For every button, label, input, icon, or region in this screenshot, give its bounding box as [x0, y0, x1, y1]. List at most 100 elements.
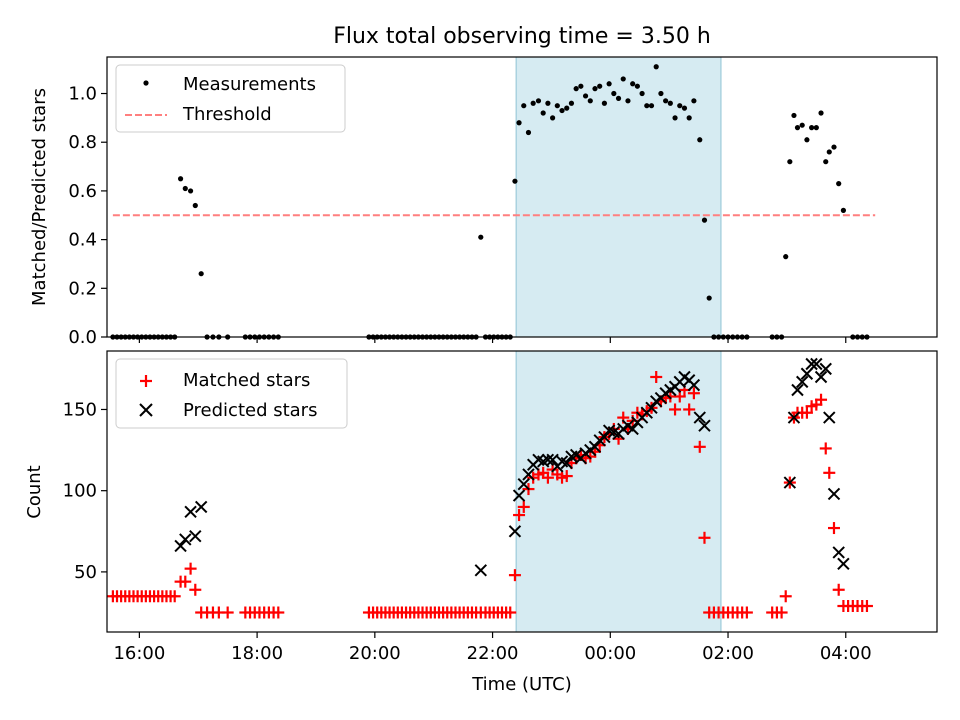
measurement-point	[840, 207, 847, 213]
measurement-point	[787, 159, 793, 165]
legend-measurements-label: Measurements	[183, 74, 316, 95]
x-tick-label: 16:00	[113, 643, 165, 664]
measurement-point	[182, 185, 188, 192]
matched-star-point	[687, 387, 700, 400]
measurement-point	[836, 181, 842, 187]
predicted-star-point	[805, 357, 818, 371]
x-tick-label: 20:00	[349, 643, 401, 664]
measurement-point	[606, 81, 612, 87]
measurement-point	[625, 98, 631, 104]
predicted-star-point	[588, 440, 602, 454]
predicted-star-point	[474, 564, 488, 577]
measurement-point	[644, 103, 650, 109]
matched-star-point	[819, 442, 832, 455]
measurement-point	[791, 112, 797, 119]
predicted-star-point	[823, 411, 836, 424]
top-panel: 0.0 0.2 0.4 0.6 0.8 1.0 Matched/Predicted sta…	[29, 56, 938, 348]
matched-star-point	[693, 440, 706, 453]
matched-star-point	[517, 500, 530, 513]
measurement-point	[187, 188, 194, 194]
measurement-point	[639, 90, 645, 97]
matched-star-point	[168, 590, 181, 603]
measurement-point	[525, 129, 532, 136]
matched-stars-series	[106, 370, 873, 619]
measurement-point	[530, 100, 536, 106]
predicted-star-point	[810, 357, 823, 371]
measurement-point	[813, 125, 819, 131]
measurement-point	[648, 103, 655, 109]
y-tick-label: 0.2	[68, 278, 97, 299]
measurement-point	[177, 176, 184, 182]
matched-star-point	[504, 606, 517, 619]
measurement-point	[818, 110, 824, 116]
legend-measurements-marker	[143, 80, 149, 86]
top-y-axis: 0.0 0.2 0.4 0.6 0.8 1.0	[68, 84, 107, 348]
matched-star-point	[800, 406, 813, 419]
predicted-star-point	[189, 529, 202, 543]
measurement-point	[653, 64, 659, 70]
measurement-point	[677, 103, 683, 109]
predicted-star-point	[814, 370, 828, 384]
measurement-point	[691, 98, 697, 104]
measurements-series	[110, 64, 870, 340]
matched-star-point	[740, 606, 753, 619]
measurement-point	[568, 100, 575, 106]
bottom-x-axis: 16:00 18:00 20:00 22:00 00:00 02:00 04:00	[113, 632, 872, 664]
measurement-point	[512, 178, 518, 184]
predicted-star-point	[546, 453, 559, 467]
predicted-star-point	[795, 375, 809, 389]
bottom-highlight-span	[515, 350, 722, 633]
predicted-star-point	[174, 539, 187, 553]
measurement-point	[783, 254, 789, 260]
measurement-point	[559, 107, 565, 114]
measurement-point	[601, 100, 608, 106]
measurement-point	[192, 202, 198, 209]
matched-star-point	[221, 606, 234, 619]
predicted-star-point	[832, 546, 845, 559]
measurement-point	[615, 95, 622, 101]
predicted-star-point	[787, 411, 801, 424]
matched-star-point	[683, 403, 696, 416]
predicted-star-point	[693, 411, 706, 424]
measurement-point	[799, 122, 805, 128]
x-axis-label: Time (UTC)	[471, 674, 572, 695]
measurement-point	[535, 98, 542, 104]
measurement-point	[516, 120, 522, 126]
matched-star-point	[189, 583, 202, 596]
predicted-stars-series	[174, 357, 850, 577]
predicted-star-point	[184, 505, 197, 519]
predicted-star-point	[645, 401, 658, 415]
measurement-point	[794, 125, 801, 131]
bottom-axes-frame	[106, 350, 938, 633]
measurement-point	[630, 81, 636, 87]
measurement-point	[198, 271, 204, 277]
bottom-panel: 16:00 18:00 20:00 22:00 00:00 02:00 04:00 50 10…	[24, 350, 938, 695]
predicted-star-point	[687, 378, 701, 392]
predicted-star-point	[791, 383, 804, 397]
matched-star-point	[541, 471, 554, 484]
predicted-star-point	[819, 362, 832, 376]
matched-star-point	[513, 509, 526, 522]
measurement-point	[582, 93, 589, 99]
predicted-star-point	[179, 533, 192, 546]
top-y-axis-label: Matched/Predicted stars	[29, 88, 50, 306]
y-tick-label: 100	[63, 481, 97, 502]
measurement-point	[826, 149, 832, 155]
predicted-star-point	[837, 557, 850, 570]
top-x-axis	[138, 337, 847, 343]
predicted-star-point	[541, 453, 555, 467]
measurement-point	[663, 98, 669, 104]
matched-star-point	[272, 606, 285, 619]
predicted-star-point	[800, 367, 814, 380]
x-tick-label: 18:00	[231, 643, 283, 664]
measurement-point	[706, 295, 712, 301]
predicted-star-point	[522, 468, 535, 481]
measurement-point	[804, 137, 810, 143]
measurement-point	[681, 105, 688, 111]
measurement-point	[658, 90, 664, 97]
matched-star-point	[815, 393, 828, 406]
measurement-point	[592, 86, 598, 92]
measurement-point	[620, 76, 626, 82]
bottom-y-axis: 50 100 150	[63, 399, 107, 583]
